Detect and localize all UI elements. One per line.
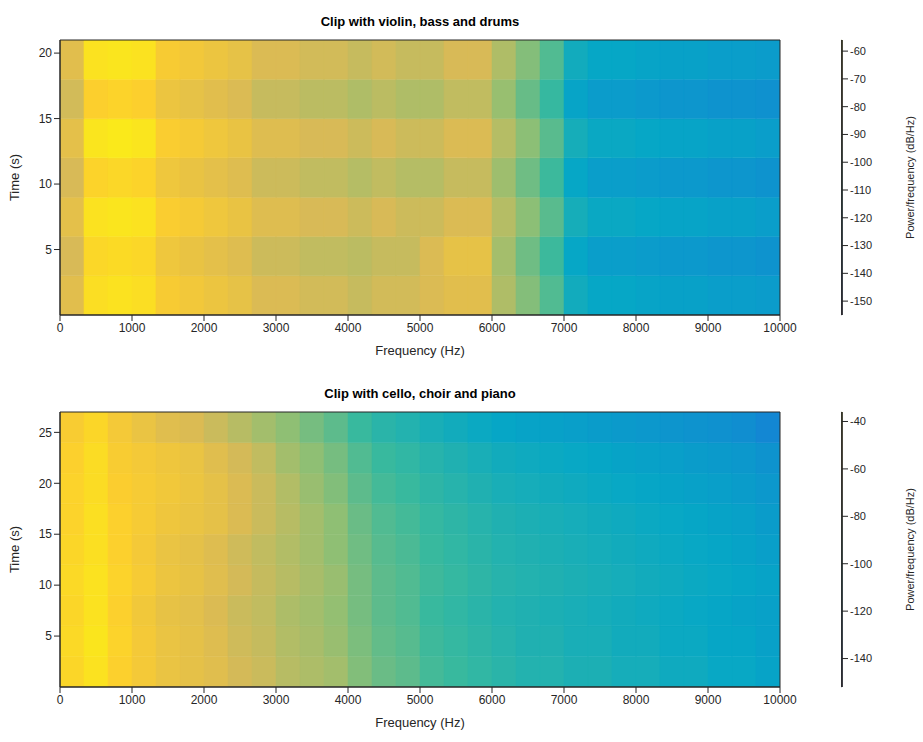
svg-text:10: 10 <box>39 177 53 191</box>
svg-text:-150: -150 <box>850 295 872 307</box>
svg-text:-70: -70 <box>850 73 866 85</box>
svg-text:-120: -120 <box>850 605 872 617</box>
svg-text:3000: 3000 <box>263 693 290 707</box>
html-text:Clip with cello, choir and pia: Clip with cello, choir and piano <box>324 386 516 401</box>
svg-text:0: 0 <box>57 321 64 335</box>
svg-text:-60: -60 <box>850 463 866 475</box>
svg-text:3000: 3000 <box>263 321 290 335</box>
svg-text:2000: 2000 <box>191 693 218 707</box>
svg-text:9000: 9000 <box>695 321 722 335</box>
svg-text:-60: -60 <box>850 45 866 57</box>
svg-text:15: 15 <box>39 527 53 541</box>
svg-text:-120: -120 <box>850 212 872 224</box>
svg-text:-90: -90 <box>850 128 866 140</box>
svg-text:5000: 5000 <box>407 693 434 707</box>
svg-text:6000: 6000 <box>479 693 506 707</box>
html-text:Clip with violin, bass and dru: Clip with violin, bass and drums <box>320 14 520 29</box>
svg-text:-110: -110 <box>850 184 871 196</box>
svg-text:5000: 5000 <box>407 321 434 335</box>
svg-text:20: 20 <box>39 46 53 60</box>
svg-text:25: 25 <box>39 426 53 440</box>
svg-text:5: 5 <box>45 629 52 643</box>
svg-text:7000: 7000 <box>551 321 578 335</box>
svg-text:8000: 8000 <box>623 693 650 707</box>
svg-text:10: 10 <box>39 578 53 592</box>
svg-text:-80: -80 <box>850 101 866 113</box>
svg-text:Frequency (Hz): Frequency (Hz) <box>375 343 465 358</box>
svg-text:-130: -130 <box>850 239 872 251</box>
svg-text:Power/frequency (dB/Hz): Power/frequency (dB/Hz) <box>904 116 916 239</box>
svg-text:1000: 1000 <box>119 321 146 335</box>
svg-text:10000: 10000 <box>763 321 797 335</box>
svg-text:4000: 4000 <box>335 321 362 335</box>
svg-text:-140: -140 <box>850 652 872 664</box>
svg-text:15: 15 <box>39 112 53 126</box>
svg-text:-100: -100 <box>850 156 872 168</box>
svg-text:Power/frequency (dB/Hz): Power/frequency (dB/Hz) <box>904 488 916 611</box>
svg-text:6000: 6000 <box>479 321 506 335</box>
svg-text:-40: -40 <box>850 415 866 427</box>
svg-text:10000: 10000 <box>763 693 797 707</box>
svg-text:1000: 1000 <box>119 693 146 707</box>
svg-text:4000: 4000 <box>335 693 362 707</box>
svg-text:2000: 2000 <box>191 321 218 335</box>
svg-text:-100: -100 <box>850 558 872 570</box>
svg-text:0: 0 <box>57 693 64 707</box>
svg-text:-140: -140 <box>850 267 872 279</box>
svg-text:20: 20 <box>39 477 53 491</box>
svg-text:7000: 7000 <box>551 693 578 707</box>
svg-text:-80: -80 <box>850 510 866 522</box>
svg-text:5: 5 <box>45 243 52 257</box>
svg-text:Time (s): Time (s) <box>7 154 22 201</box>
svg-text:9000: 9000 <box>695 693 722 707</box>
svg-text:Frequency (Hz): Frequency (Hz) <box>375 715 465 730</box>
svg-text:8000: 8000 <box>623 321 650 335</box>
svg-text:Time (s): Time (s) <box>7 526 22 573</box>
